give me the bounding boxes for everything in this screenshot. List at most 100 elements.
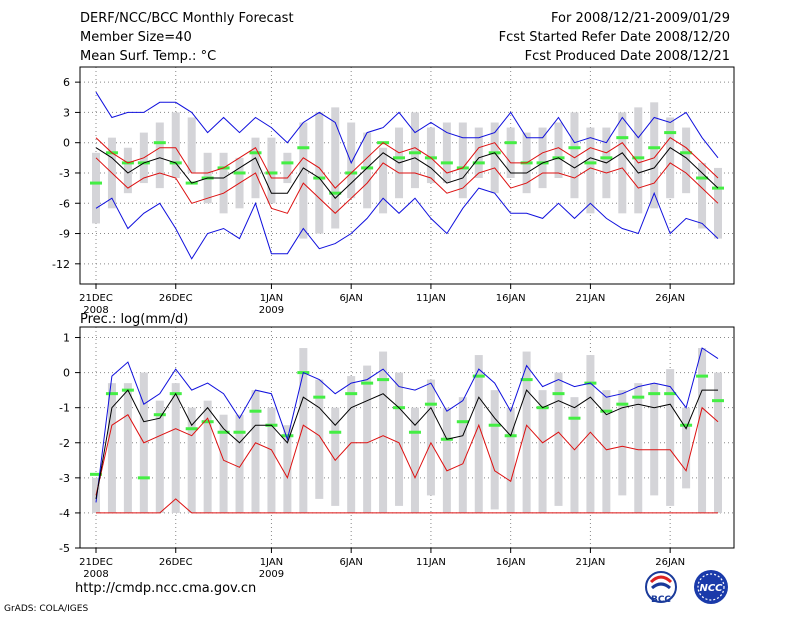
- prec-inner-line: [95, 406, 719, 496]
- fcst-produced-date: Fcst Produced Date 2008/12/21: [524, 49, 730, 64]
- temp-median-mark: [504, 141, 517, 145]
- temp-y-tick-label: -6: [59, 197, 70, 210]
- temp-spread-box: [315, 112, 324, 234]
- prec-chart-title: Prec.: log(mm/d): [80, 312, 188, 327]
- prec-spread-box: [107, 383, 116, 513]
- temp-median-mark: [329, 191, 342, 195]
- temp-spread-box: [123, 147, 132, 194]
- temp-spread-box: [267, 137, 276, 204]
- temp-x-tick-label: 1JAN: [260, 293, 283, 304]
- forecast-title: DERF/NCC/BCC Monthly Forecast: [80, 11, 294, 26]
- temp-spread-box: [92, 152, 100, 224]
- ncc-logo: NCC: [694, 570, 728, 604]
- temp-spread-box: [283, 152, 292, 184]
- prec-spread-box: [123, 383, 132, 513]
- prec-x-tick-label: 1JAN: [260, 557, 283, 568]
- temp-plot-frame: [79, 66, 735, 285]
- prec-median-mark: [632, 395, 645, 399]
- temp-median-mark: [440, 161, 453, 165]
- prec-median-mark: [600, 409, 613, 413]
- prec-x-tick-year: 2009: [259, 569, 284, 580]
- prec-x-tick-label: 6JAN: [339, 557, 362, 568]
- prec-spread-box: [442, 407, 451, 513]
- temp-median-mark: [281, 161, 294, 165]
- temp-spread-box: [299, 122, 308, 239]
- prec-spread-box: [363, 365, 372, 513]
- prec-outer-line: [95, 347, 719, 503]
- temp-median-mark: [153, 141, 166, 145]
- prec-spread-box: [410, 407, 419, 513]
- prec-spread-box: [235, 414, 244, 513]
- temp-median-mark: [233, 171, 246, 175]
- temp-spread-box: [554, 122, 563, 179]
- prec-median-mark: [408, 430, 421, 434]
- temp-y-tick-label: -3: [59, 167, 70, 180]
- prec-median-mark: [329, 430, 342, 434]
- prec-median-mark: [696, 374, 709, 378]
- prec-spread-box: [602, 390, 611, 513]
- temp-spread-box: [442, 122, 451, 184]
- member-size: Member Size=40: [80, 30, 192, 45]
- prec-x-tick-label: 26JAN: [655, 557, 685, 568]
- prec-median-mark: [664, 392, 677, 396]
- website-url[interactable]: http://cmdp.ncc.cma.gov.cn: [75, 581, 257, 596]
- temp-x-tick-year: 2008: [83, 305, 108, 316]
- temp-spread-box: [682, 127, 691, 194]
- prec-median-mark: [281, 434, 294, 438]
- prec-median-mark: [680, 423, 693, 427]
- prec-median-mark: [345, 392, 358, 396]
- prec-median-mark: [472, 374, 485, 378]
- temp-median-mark: [584, 161, 597, 165]
- temp-outer-high-line: [95, 91, 719, 165]
- prec-spread-box: [618, 390, 627, 496]
- prec-median-mark: [488, 423, 501, 427]
- logos: BCC NCC: [645, 570, 728, 605]
- temp-median-mark: [712, 186, 724, 190]
- prec-spread-box: [219, 414, 228, 513]
- temp-spread-box: [410, 112, 419, 189]
- temp-median-mark: [297, 146, 310, 150]
- prec-spread-box: [315, 379, 324, 499]
- prec-median-mark: [424, 402, 437, 406]
- temp-spread-box: [666, 117, 675, 199]
- prec-median-mark: [233, 430, 246, 434]
- prec-y-tick-label: 1: [63, 332, 70, 345]
- temp-x-tick-label: 11JAN: [416, 293, 446, 304]
- prec-ensemble-mean-line: [95, 389, 718, 499]
- prec-spread-box: [474, 355, 483, 513]
- prec-spread-box: [570, 397, 579, 513]
- temp-median-mark: [472, 161, 485, 165]
- prec-median-mark: [313, 395, 326, 399]
- temp-spread-box: [458, 122, 467, 199]
- prec-spread-box: [283, 425, 292, 513]
- prec-median-mark: [361, 381, 374, 385]
- ncc-logo-text: NCC: [699, 583, 723, 594]
- temp-median-mark: [568, 146, 581, 150]
- prec-x-tick-label: 26DEC: [159, 557, 193, 568]
- temp-spread-box: [506, 127, 515, 179]
- temp-inner-high-line: [95, 137, 719, 189]
- temp-spread-box: [570, 112, 579, 199]
- temp-median-mark: [616, 136, 629, 140]
- prec-x-tick-label: 21JAN: [575, 557, 605, 568]
- temp-x-tick-year: 2009: [259, 305, 284, 316]
- temp-y-tick-label: 3: [63, 106, 70, 119]
- prec-median-mark: [90, 472, 102, 476]
- temp-spread-box: [698, 162, 707, 229]
- prec-spread-box: [490, 390, 499, 510]
- prec-spread-box: [698, 348, 707, 513]
- prec-spread-box: [634, 383, 643, 513]
- prec-median-mark: [568, 416, 581, 420]
- temp-spread-box: [347, 122, 356, 199]
- prec-spread-box: [379, 351, 388, 513]
- prec-spread-box: [522, 351, 531, 513]
- temp-spread-box: [650, 102, 659, 209]
- prec-spread-box: [155, 400, 164, 513]
- temp-spread-box: [586, 127, 595, 214]
- prec-spread-box: [395, 372, 404, 506]
- prec-y-tick-label: -1: [59, 402, 70, 415]
- prec-median-mark: [456, 420, 469, 424]
- prec-spread-box: [538, 390, 547, 513]
- prec-y-tick-label: -4: [59, 507, 70, 520]
